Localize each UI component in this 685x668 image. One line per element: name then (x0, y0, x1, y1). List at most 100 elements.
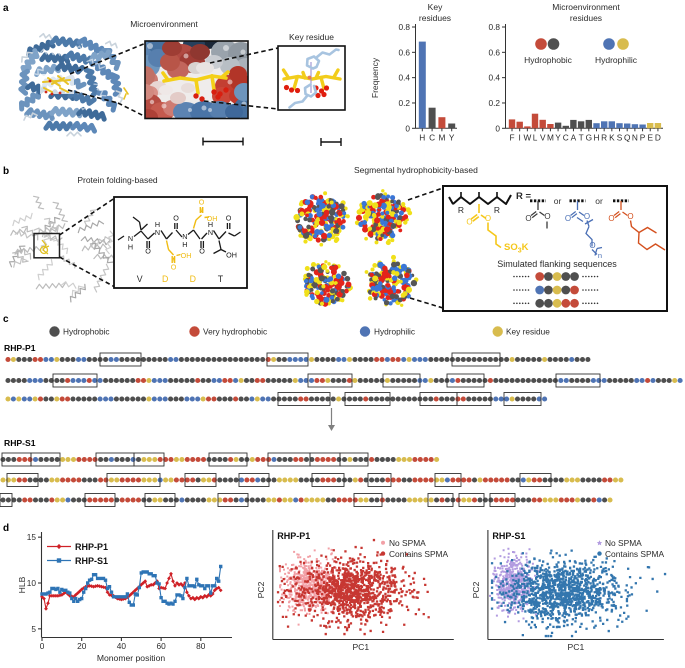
svg-text:H: H (182, 240, 187, 249)
svg-text:Simulated flanking sequences: Simulated flanking sequences (497, 259, 617, 269)
svg-text:No SPMA: No SPMA (605, 538, 642, 548)
svg-text:OH: OH (207, 214, 218, 223)
svg-text:K: K (609, 133, 615, 143)
svg-text:0.8: 0.8 (488, 22, 500, 32)
svg-text:N: N (632, 133, 638, 143)
svg-text:d: d (3, 523, 9, 534)
svg-text:C: C (563, 133, 569, 143)
svg-text:Hydrophilic: Hydrophilic (374, 327, 415, 337)
svg-text:Hydrophilic: Hydrophilic (595, 55, 638, 65)
svg-text:Y: Y (449, 133, 455, 143)
svg-text:N: N (182, 232, 187, 241)
svg-text:PC2: PC2 (471, 581, 481, 598)
svg-text:H: H (593, 133, 599, 143)
svg-text:0.4: 0.4 (398, 73, 410, 83)
svg-text:0: 0 (40, 641, 45, 651)
svg-text:RHP-S1: RHP-S1 (75, 556, 108, 566)
svg-text:SO3K: SO3K (504, 242, 529, 255)
svg-text:0.2: 0.2 (488, 98, 500, 108)
svg-text:or: or (595, 196, 603, 206)
svg-text:O: O (199, 247, 205, 256)
svg-text:F: F (509, 133, 514, 143)
svg-text:C: C (429, 133, 435, 143)
svg-text:H: H (419, 133, 425, 143)
svg-text:0: 0 (495, 123, 500, 133)
svg-text:O: O (226, 214, 232, 223)
svg-text:Microenvironment: Microenvironment (130, 19, 198, 29)
svg-text:N: N (155, 228, 160, 237)
svg-text:residues: residues (570, 13, 602, 23)
svg-text:No SPMA: No SPMA (389, 538, 426, 548)
svg-text:Hydrophobic: Hydrophobic (63, 327, 110, 337)
svg-text:OH: OH (181, 251, 192, 260)
svg-text:Y: Y (555, 133, 561, 143)
svg-text:RHP-P1: RHP-P1 (277, 531, 310, 541)
svg-text:R =: R = (516, 191, 532, 202)
svg-text:O: O (466, 218, 472, 227)
svg-text:Key residue: Key residue (506, 327, 550, 337)
svg-text:H: H (128, 243, 133, 252)
svg-text:Frequency: Frequency (370, 57, 380, 98)
svg-text:A: A (571, 133, 577, 143)
svg-text:O: O (525, 214, 531, 223)
svg-text:PC1: PC1 (568, 642, 585, 652)
svg-text:Contains SPMA: Contains SPMA (389, 549, 449, 559)
svg-text:Contains SPMA: Contains SPMA (605, 549, 665, 559)
svg-text:D: D (190, 274, 196, 284)
svg-text:V: V (540, 133, 546, 143)
svg-text:R: R (601, 133, 607, 143)
svg-text:O: O (171, 263, 177, 272)
svg-text:D: D (162, 274, 168, 284)
svg-text:b: b (3, 166, 9, 177)
svg-text:T: T (218, 274, 224, 284)
svg-text:Monomer position: Monomer position (97, 653, 166, 663)
svg-text:10: 10 (27, 578, 37, 588)
svg-text:0: 0 (405, 123, 410, 133)
svg-text:residues: residues (419, 13, 451, 23)
svg-text:40: 40 (117, 641, 127, 651)
svg-text:O: O (584, 212, 590, 221)
svg-text:O: O (589, 241, 595, 250)
svg-text:RHP-S1: RHP-S1 (492, 531, 525, 541)
svg-text:O: O (173, 214, 179, 223)
svg-text:5: 5 (31, 624, 36, 634)
svg-text:RHP-P1: RHP-P1 (75, 542, 108, 552)
svg-text:15: 15 (27, 532, 37, 542)
svg-text:O: O (544, 212, 550, 221)
svg-text:Very hydrophobic: Very hydrophobic (203, 327, 267, 337)
svg-text:R: R (458, 205, 464, 215)
svg-text:H: H (155, 220, 160, 229)
svg-text:OH: OH (226, 251, 237, 260)
svg-text:P: P (640, 133, 646, 143)
svg-text:D: D (655, 133, 661, 143)
svg-text:c: c (3, 314, 9, 325)
svg-text:PC2: PC2 (256, 581, 266, 598)
svg-text:W: W (523, 133, 531, 143)
svg-text:n: n (598, 251, 602, 260)
svg-text:RHP-P1: RHP-P1 (4, 343, 36, 353)
svg-text:PC1: PC1 (352, 642, 369, 652)
svg-text:O: O (199, 198, 205, 207)
svg-text:G: G (586, 133, 592, 143)
svg-text:Key: Key (428, 2, 443, 12)
svg-text:O: O (565, 214, 571, 223)
svg-text:N: N (208, 228, 213, 237)
svg-text:O: O (627, 212, 633, 221)
svg-text:HLB: HLB (17, 576, 27, 593)
svg-text:Segmental hydrophobicity-based: Segmental hydrophobicity-based (354, 165, 478, 175)
svg-text:L: L (533, 133, 538, 143)
svg-text:H: H (208, 220, 213, 229)
svg-text:RHP-S1: RHP-S1 (4, 438, 36, 448)
svg-text:0.2: 0.2 (398, 98, 410, 108)
svg-text:N: N (128, 234, 133, 243)
svg-text:20: 20 (77, 641, 87, 651)
svg-text:Hydrophobic: Hydrophobic (524, 55, 572, 65)
svg-text:R: R (494, 205, 500, 215)
svg-text:a: a (3, 3, 9, 14)
svg-text:60: 60 (156, 641, 166, 651)
svg-text:M: M (438, 133, 445, 143)
svg-text:Protein folding-based: Protein folding-based (77, 175, 158, 185)
svg-text:Q: Q (624, 133, 631, 143)
svg-text:0.4: 0.4 (488, 73, 500, 83)
svg-text:M: M (547, 133, 554, 143)
